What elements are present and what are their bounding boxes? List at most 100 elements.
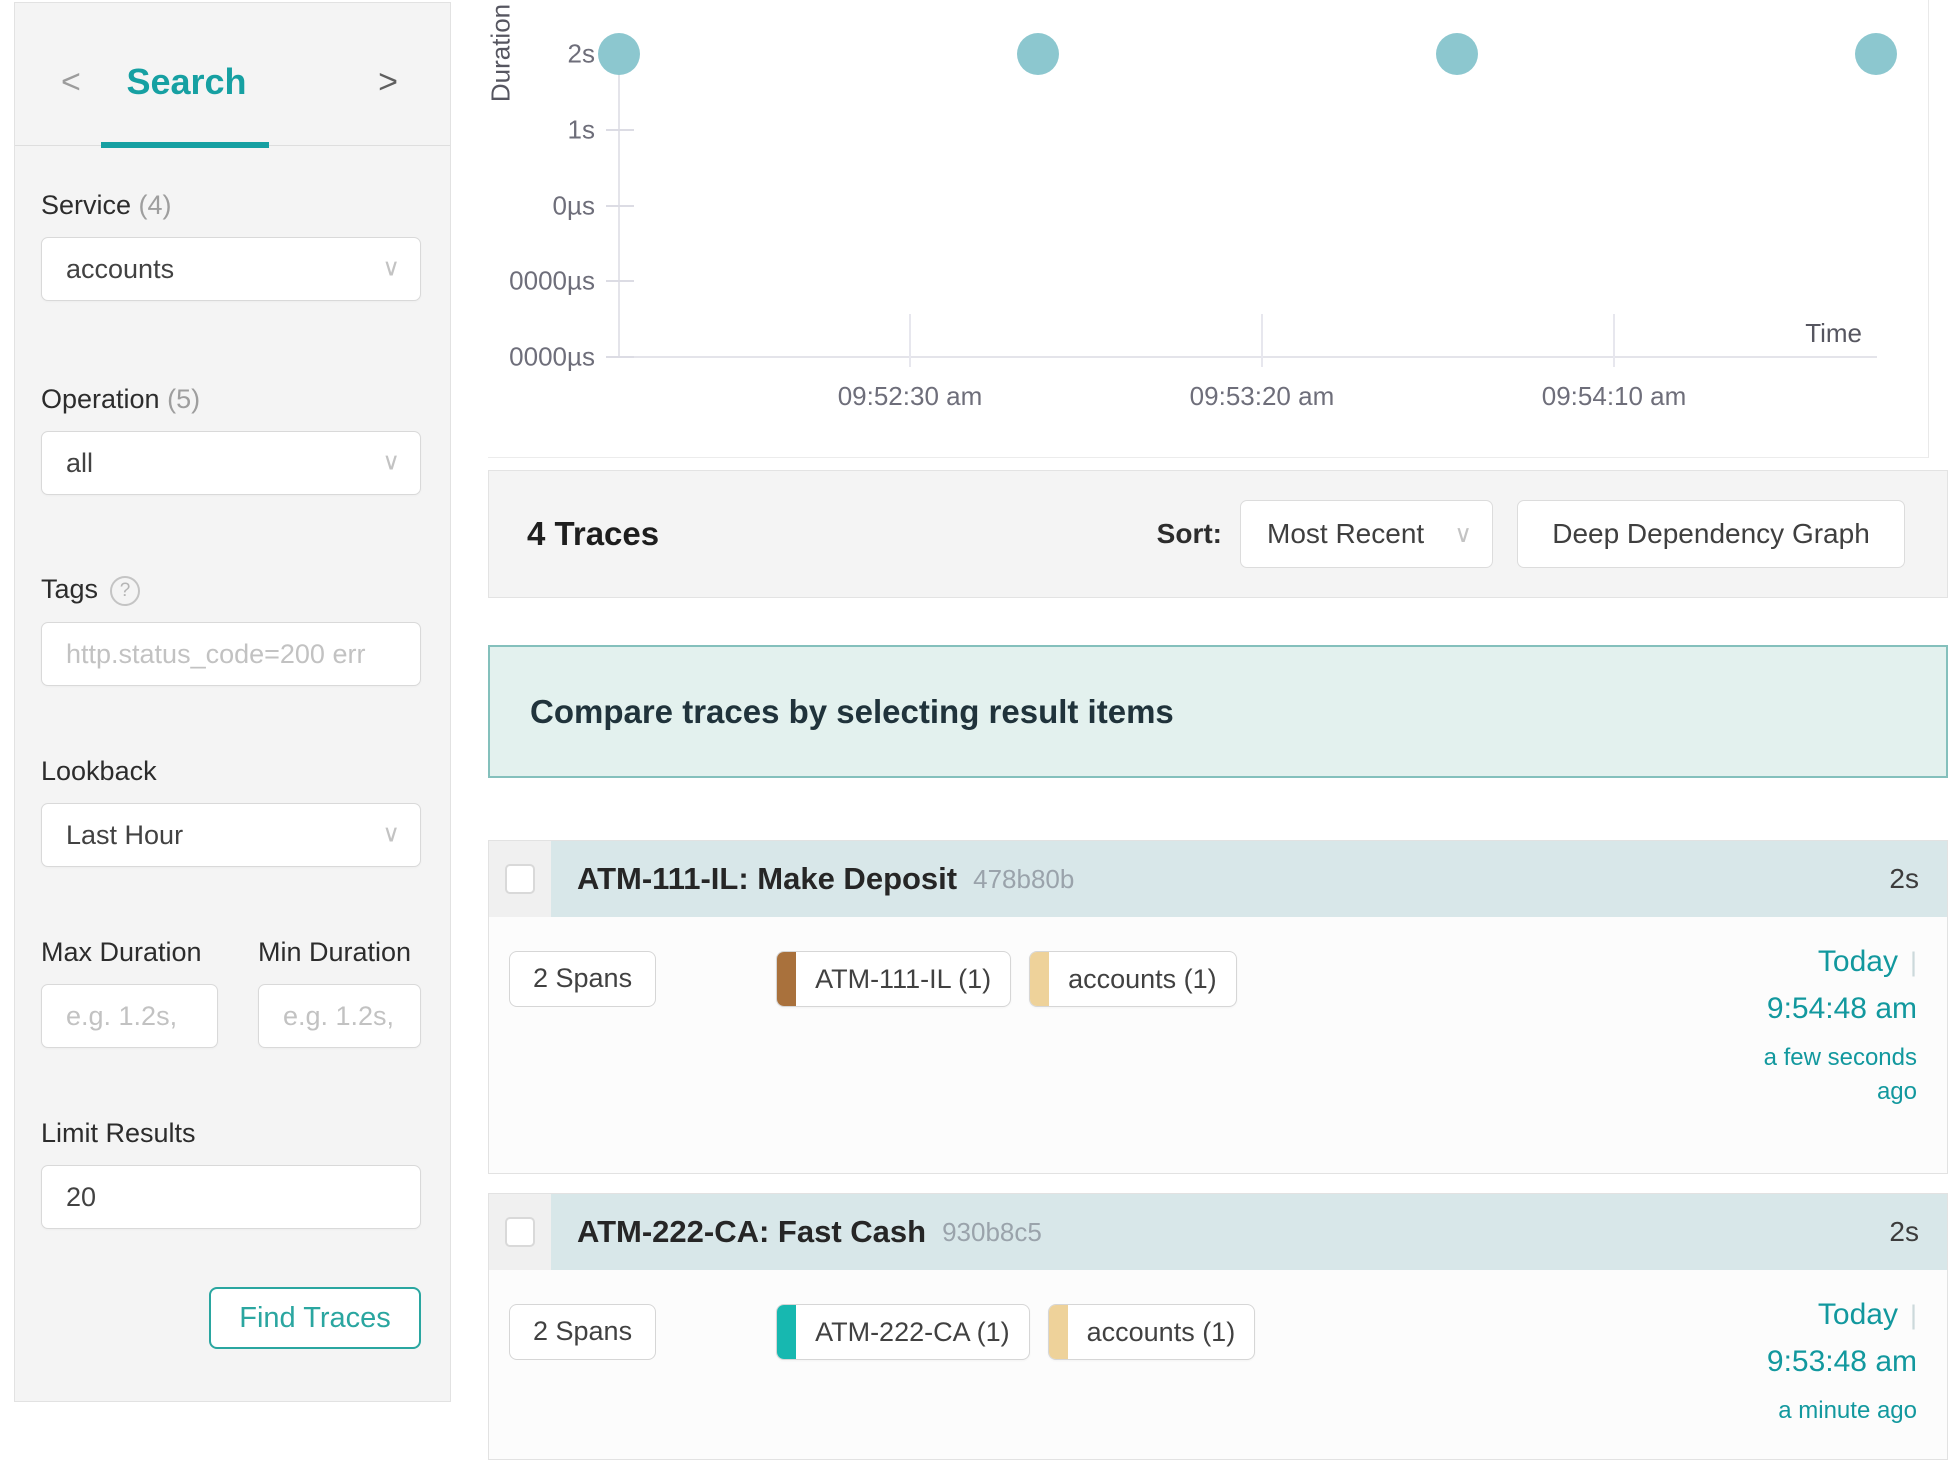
find-traces-button[interactable]: Find Traces [209, 1287, 421, 1349]
trace-header-link[interactable]: ATM-222-CA: Fast Cash 930b8c5 2s [551, 1194, 1947, 1270]
trace-time-block: Today | 9:53:48 am a minute ago [1745, 1298, 1917, 1428]
trace-time-link[interactable]: 9:53:48 am [1766, 1345, 1917, 1378]
scatter-point[interactable] [1436, 33, 1479, 75]
trace-duration: 2s [1889, 863, 1919, 894]
service-color-strip [777, 952, 797, 1006]
max-duration-group: Max Duration [41, 937, 218, 1048]
chevron-down-icon: ∨ [1454, 520, 1472, 548]
min-duration-label: Min Duration [258, 937, 421, 968]
y-tick-label: 0000µs [509, 265, 595, 296]
x-axis-line [619, 356, 1877, 358]
tags-label: Tags? [41, 574, 421, 606]
max-duration-label-text: Max Duration [41, 937, 202, 967]
max-duration-input[interactable] [41, 984, 218, 1048]
y-tick-mark [606, 204, 634, 207]
checkbox-gutter [489, 841, 551, 917]
trace-time-block: Today | 9:54:48 am a few seconds ago [1745, 945, 1917, 1109]
chevron-down-icon: ∨ [382, 448, 400, 476]
plot-area: 2s 1s 0µs 0000µs 0000µs 09:52:30 am 09:53:20 a… [509, 33, 1897, 411]
y-tick-mark [606, 128, 634, 131]
lookback-label: Lookback [41, 756, 421, 787]
min-duration-input[interactable] [257, 984, 421, 1048]
help-icon[interactable]: ? [110, 576, 141, 606]
sort-label: Sort: [1156, 518, 1222, 549]
checkbox-gutter [489, 1194, 551, 1270]
trace-age-link[interactable]: a minute ago [1778, 1397, 1917, 1424]
max-duration-label: Max Duration [41, 937, 218, 968]
service-tag: ATM-111-IL (1) [776, 951, 1012, 1007]
prev-chevron-icon[interactable]: < [61, 63, 81, 101]
service-value: accounts [66, 253, 175, 284]
operation-label: Operation (5) [41, 384, 421, 415]
service-label-text: Service [41, 190, 132, 220]
x-tick-line [1260, 314, 1263, 367]
operation-count: (5) [167, 384, 201, 414]
trace-select-checkbox[interactable] [505, 864, 535, 894]
tags-input[interactable] [41, 622, 421, 686]
chevron-down-icon: ∨ [382, 820, 400, 848]
tab-search[interactable]: Search [126, 61, 247, 102]
date-time-separator: | [1909, 1300, 1917, 1330]
trace-title[interactable]: ATM-222-CA: Fast Cash [577, 1214, 927, 1249]
operation-select[interactable]: all ∨ [41, 431, 421, 495]
date-time-separator: | [1909, 947, 1917, 977]
compare-banner: Compare traces by selecting result items [488, 645, 1948, 778]
y-tick-label: 1s [567, 114, 595, 145]
trace-count: 4 Traces [527, 515, 660, 552]
scatter-point[interactable] [598, 33, 640, 75]
compare-banner-text: Compare traces by selecting result items [530, 692, 1174, 730]
y-axis-line [618, 36, 620, 357]
y-axis-title: Duration [485, 3, 516, 103]
x-tick-label: 09:52:30 am [837, 381, 983, 411]
tags-group: Tags? [41, 574, 421, 686]
trace-card-header: ATM-111-IL: Make Deposit 478b80b 2s [489, 841, 1947, 917]
service-tag: ATM-222-CA (1) [776, 1304, 1030, 1360]
service-tag-label: accounts (1) [1068, 964, 1217, 994]
y-tick-label: 0µs [552, 190, 595, 220]
deep-dependency-graph-button[interactable]: Deep Dependency Graph [1517, 500, 1905, 568]
trace-results-list: ATM-111-IL: Make Deposit 478b80b 2s 2 Sp… [488, 840, 1948, 1460]
trace-id: 930b8c5 [942, 1216, 1042, 1247]
y-tick-mark [606, 280, 634, 283]
trace-select-checkbox[interactable] [505, 1217, 535, 1247]
scatter-point[interactable] [1855, 33, 1897, 75]
trace-title[interactable]: ATM-111-IL: Make Deposit [577, 861, 958, 896]
service-select[interactable]: accounts ∨ [41, 237, 421, 301]
span-count-chip: 2 Spans [509, 1304, 657, 1360]
next-chevron-icon[interactable]: > [378, 63, 398, 101]
service-color-strip [1048, 1305, 1068, 1359]
trace-date-link[interactable]: Today [1817, 945, 1898, 978]
y-tick-mark [606, 356, 634, 358]
service-tag-label: ATM-222-CA (1) [815, 1317, 1010, 1347]
trace-date-link[interactable]: Today [1817, 1298, 1898, 1331]
active-tab-underline [101, 142, 269, 148]
trace-id: 478b80b [973, 863, 1075, 894]
service-tags: ATM-111-IL (1) accounts (1) [776, 951, 1255, 1007]
x-tick-line [1613, 314, 1616, 367]
scatter-point[interactable] [1016, 33, 1059, 75]
limit-results-label-text: Limit Results [41, 1118, 196, 1148]
duration-row: Max Duration Min Duration [41, 937, 421, 1048]
service-color-strip [777, 1305, 797, 1359]
sort-value: Most Recent [1267, 518, 1425, 549]
results-bar: 4 Traces Sort: Most Recent ∨ Deep Depend… [488, 470, 1948, 598]
trace-card-header: ATM-222-CA: Fast Cash 930b8c5 2s [489, 1194, 1947, 1270]
sort-select[interactable]: Most Recent ∨ [1240, 500, 1493, 568]
service-tag: accounts (1) [1029, 951, 1237, 1007]
trace-card: ATM-222-CA: Fast Cash 930b8c5 2s 2 Spans… [488, 1193, 1948, 1460]
trace-age-link[interactable]: a few seconds ago [1763, 1044, 1917, 1105]
trace-time-link[interactable]: 9:54:48 am [1766, 992, 1917, 1025]
limit-results-input[interactable] [41, 1165, 421, 1229]
operation-label-text: Operation [41, 384, 160, 414]
operation-group: Operation (5) all ∨ [41, 384, 421, 495]
trace-card-body: 2 Spans ATM-222-CA (1) accounts (1) Today… [489, 1270, 1947, 1424]
lookback-select[interactable]: Last Hour ∨ [41, 803, 421, 867]
trace-card-body: 2 Spans ATM-111-IL (1) accounts (1) Today… [489, 917, 1947, 1105]
chevron-down-icon: ∨ [382, 254, 400, 282]
trace-header-link[interactable]: ATM-111-IL: Make Deposit 478b80b 2s [551, 841, 1947, 917]
trace-card: ATM-111-IL: Make Deposit 478b80b 2s 2 Sp… [488, 840, 1948, 1174]
trace-duration: 2s [1889, 1216, 1919, 1247]
min-duration-group: Min Duration [257, 937, 421, 1048]
y-tick-label: 0000µs [509, 341, 595, 372]
